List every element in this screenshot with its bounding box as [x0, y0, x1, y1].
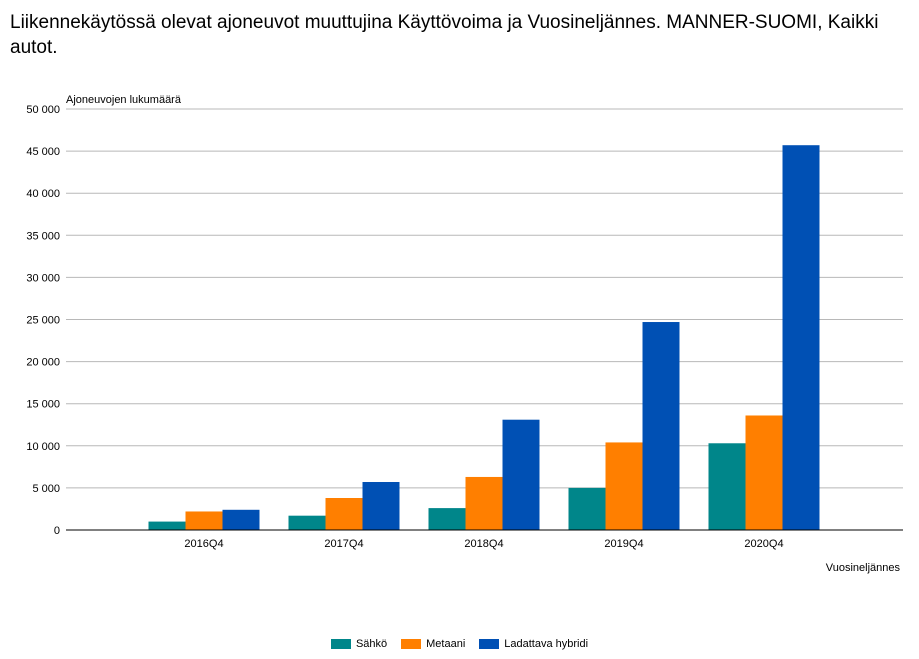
y-tick-label: 30 000 — [26, 272, 60, 284]
bar-2018Q4-0 — [428, 508, 466, 530]
legend: Sähkö Metaani Ladattava hybridi — [0, 638, 919, 650]
y-tick-labels: 0 5 000 10 000 15 000 20 000 25 000 30 000 35 0… — [26, 104, 60, 537]
y-tick-label: 15 000 — [26, 399, 60, 411]
y-tick-label: 20 000 — [26, 357, 60, 369]
y-tick-label: 0 — [54, 525, 60, 537]
legend-label: Metaani — [426, 638, 466, 650]
bar-2020Q4-0 — [708, 443, 746, 530]
y-tick-label: 10 000 — [26, 441, 60, 453]
x-tick-label: 2018Q4 — [464, 538, 503, 550]
bar-2016Q4-0 — [148, 521, 186, 530]
legend-item: Metaani — [401, 638, 465, 650]
legend-label: Ladattava hybridi — [504, 638, 589, 650]
bar-2018Q4-2 — [502, 419, 540, 530]
legend-swatch — [479, 639, 500, 649]
bar-2019Q4-2 — [642, 322, 680, 530]
bar-2019Q4-1 — [605, 442, 643, 530]
y-axis-label: Ajoneuvojen lukumäärä — [66, 94, 182, 106]
bar-2019Q4-0 — [568, 487, 606, 530]
x-axis-label: Vuosineljännes — [826, 562, 901, 574]
y-tick-label: 5 000 — [32, 483, 60, 495]
y-tick-label: 45 000 — [26, 146, 60, 158]
x-tick-label: 2019Q4 — [604, 538, 643, 550]
x-tick-label: 2016Q4 — [184, 538, 223, 550]
y-tick-label: 50 000 — [26, 104, 60, 116]
bar-2020Q4-2 — [782, 145, 820, 530]
x-tick-label: 2017Q4 — [324, 538, 363, 550]
legend-item: Ladattava hybridi — [479, 638, 588, 650]
bar-2016Q4-1 — [185, 511, 223, 530]
bar-2017Q4-1 — [325, 498, 363, 530]
y-tick-label: 35 000 — [26, 230, 60, 242]
legend-label: Sähkö — [355, 638, 388, 650]
y-tick-label: 25 000 — [26, 315, 60, 327]
legend-swatch — [330, 639, 351, 649]
y-tick-label: 40 000 — [26, 188, 60, 200]
bar-2017Q4-2 — [362, 482, 400, 530]
bar-2016Q4-2 — [222, 509, 260, 530]
x-tick-labels: 2016Q4 2017Q4 2018Q4 2019Q4 2020Q4 — [184, 538, 783, 550]
legend-item: Sähkö — [330, 638, 388, 650]
bars — [148, 145, 820, 530]
x-tick-label: 2020Q4 — [744, 538, 783, 550]
bar-2020Q4-1 — [745, 415, 783, 530]
bar-2018Q4-1 — [465, 476, 503, 530]
bar-2017Q4-0 — [288, 515, 326, 530]
legend-swatch — [401, 639, 422, 649]
chart-title: Liikennekäytössä olevat ajoneuvot muuttu… — [10, 12, 879, 58]
